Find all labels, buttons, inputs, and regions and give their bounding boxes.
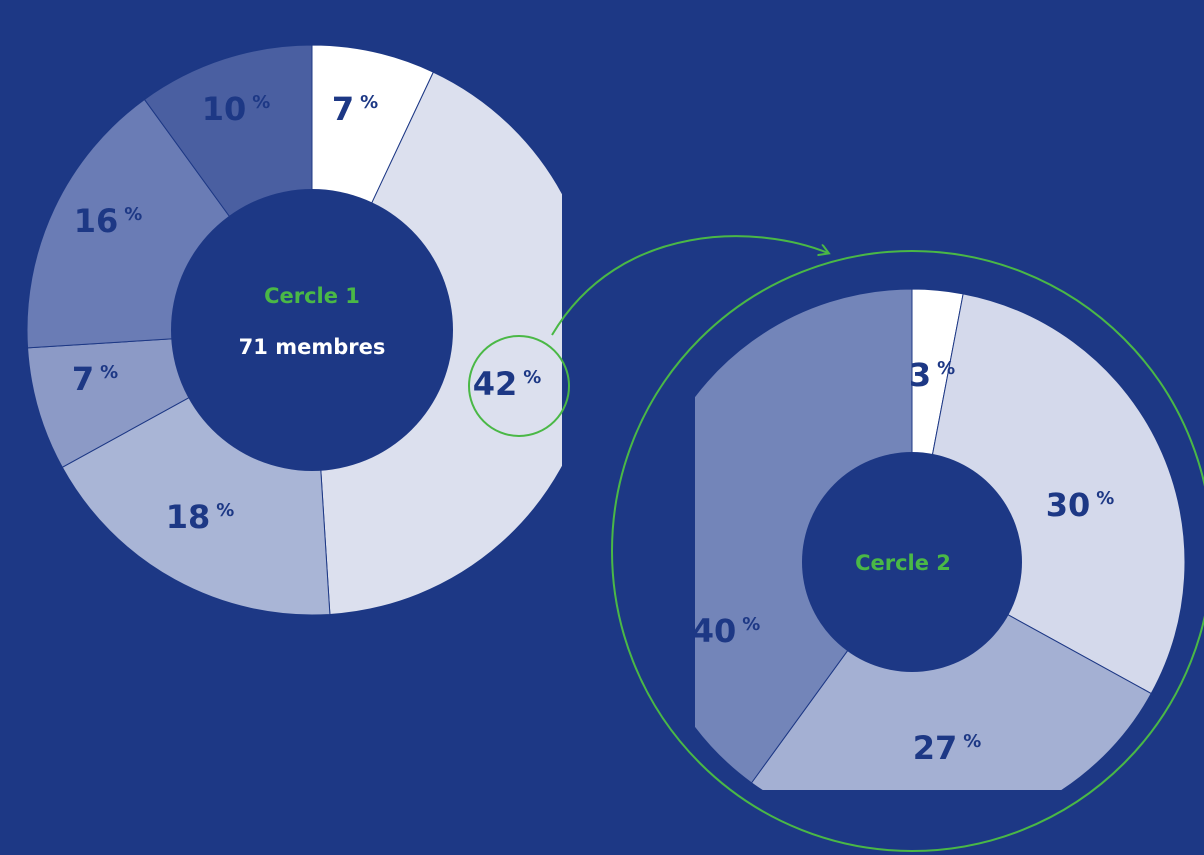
- donut-1-center: [171, 189, 453, 471]
- donut-2-outer-ring: [611, 250, 1204, 852]
- donut-chart-cercle-2: [695, 288, 1186, 790]
- donut-2-slice-2: [750, 561, 1152, 790]
- donut-2-title: Cercle 2: [855, 551, 951, 575]
- highlight-circle-42: [468, 335, 570, 437]
- donut-1-title: Cercle 1: [264, 284, 360, 308]
- connector-arrow: [551, 235, 828, 336]
- donut-1-members-count: 71 membres: [239, 335, 386, 359]
- donut-2-slice-1-label: 30%: [1046, 486, 1115, 524]
- donut-2-center: [802, 452, 1022, 672]
- donut-2-slice-3: [695, 288, 913, 784]
